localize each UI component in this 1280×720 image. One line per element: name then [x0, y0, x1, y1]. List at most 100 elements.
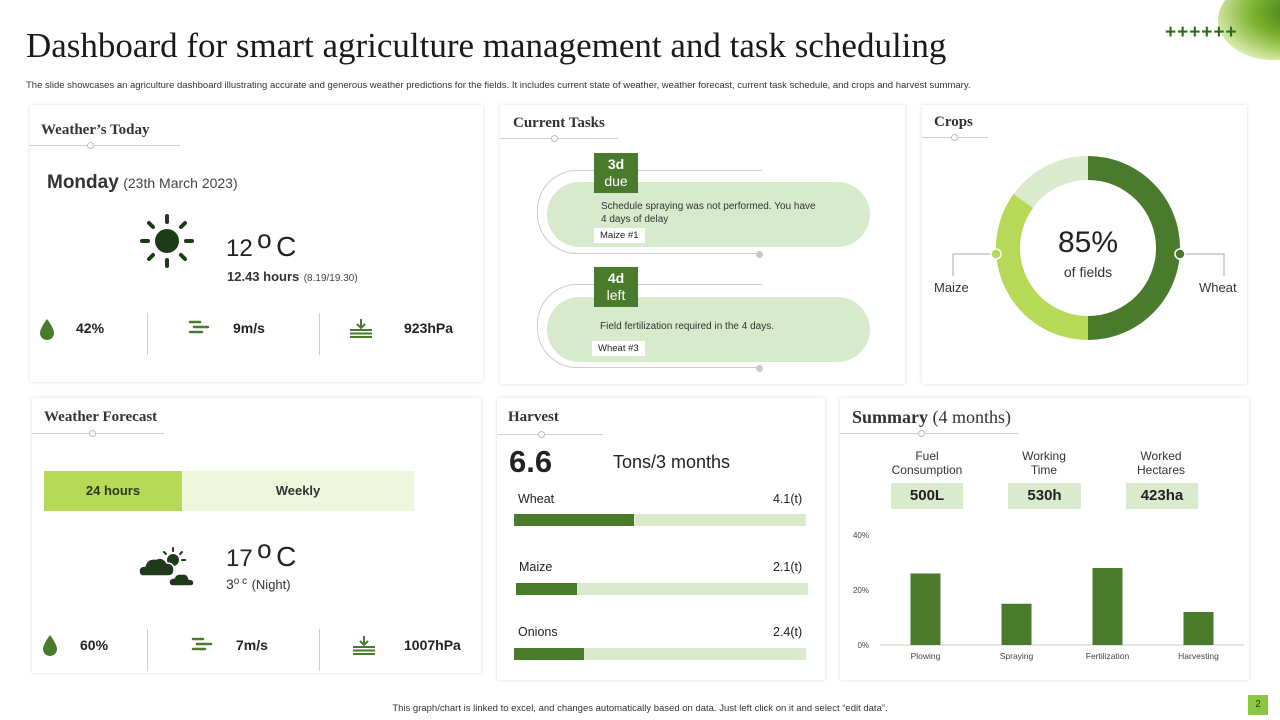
summary-fuel-label: Fuel Consumption	[877, 449, 977, 477]
partly-cloudy-icon	[138, 547, 195, 587]
harvest-card	[497, 398, 825, 680]
today-humidity: 42%	[76, 320, 105, 336]
tab-24-hours[interactable]: 24 hours	[44, 471, 182, 511]
weather-forecast-underline	[32, 433, 164, 434]
forecast-temp-value: 17	[226, 545, 253, 572]
forecast-pressure-icon	[353, 636, 375, 655]
forecast-temp-degree: o	[257, 534, 272, 564]
weather-today-underline	[30, 145, 180, 146]
task-2-badge: 4d left	[594, 267, 638, 307]
forecast-night-degree: o c	[233, 576, 248, 587]
maize-leader-line	[952, 253, 996, 276]
forecast-night: 3o c (Night)	[226, 576, 291, 594]
summary-hectares-label-1: Worked	[1140, 449, 1182, 463]
summary-hectares-label: Worked Hectares	[1111, 449, 1211, 477]
summary-xtick-label: Harvesting	[1178, 651, 1219, 661]
crops-maize-label: Maize	[934, 280, 969, 295]
donut-slice-other	[1013, 156, 1088, 209]
harvest-maize-bar	[516, 583, 578, 595]
summary-bar-harvesting	[1183, 612, 1214, 645]
summary-bar-spraying	[1001, 603, 1032, 645]
weather-forecast-underline-dot	[89, 430, 96, 437]
harvest-underline	[497, 434, 603, 435]
footer-note: This graph/chart is linked to excel, and…	[392, 703, 888, 714]
weather-today-card	[30, 105, 483, 382]
crops-underline-dot	[951, 134, 958, 141]
donut-slice-maize	[996, 193, 1088, 340]
humidity-drop-icon	[40, 319, 54, 340]
crops-title: Crops	[934, 114, 973, 130]
current-tasks-title: Current Tasks	[513, 115, 605, 131]
summary-bar-fertilization	[1092, 568, 1123, 645]
summary-underline-dot	[918, 430, 925, 437]
summary-fuel-label-1: Fuel	[915, 449, 939, 463]
tab-weekly[interactable]: Weekly	[182, 471, 414, 511]
summary-title: Summary (4 months)	[852, 407, 1011, 428]
maize-leader-dot	[990, 248, 1002, 260]
crops-center-value: 85%	[1057, 226, 1119, 259]
forecast-humidity-drop-icon	[43, 635, 57, 656]
weather-forecast-card	[32, 398, 481, 673]
forecast-divider-1	[147, 629, 148, 671]
today-hours: 12.43 hours	[227, 269, 300, 284]
harvest-maize-label: Maize	[519, 560, 553, 574]
task-1-connector	[537, 170, 762, 254]
wheat-leader-dot	[1174, 248, 1186, 260]
summary-ytick-label: 20%	[853, 586, 869, 595]
task-2-text: Field fertilization required in the 4 da…	[600, 321, 774, 332]
forecast-temperature: 17 o C	[226, 534, 296, 573]
summary-time-label-2: Time	[1030, 463, 1058, 477]
summary-ytick-label: 0%	[857, 641, 869, 650]
harvest-onions-value: 2.4(t)	[773, 625, 803, 639]
crops-donut-chart	[952, 156, 1225, 340]
crops-wheat-label: Wheat	[1199, 280, 1237, 295]
wind-icon	[188, 320, 210, 334]
today-wind: 9m/s	[233, 320, 265, 336]
donut-slice-wheat	[1088, 156, 1180, 340]
summary-time-label-1: Working	[1022, 449, 1066, 463]
summary-xtick-label: Spraying	[1000, 651, 1034, 661]
summary-title-bold: Summary	[852, 407, 928, 427]
forecast-humidity: 60%	[80, 637, 109, 653]
summary-time-value: 530h	[1008, 483, 1081, 509]
harvest-wheat-bar	[514, 514, 634, 526]
pressure-icon	[350, 319, 372, 338]
current-tasks-underline-dot	[551, 135, 558, 142]
summary-fuel-value: 500L	[891, 483, 963, 509]
today-day: Monday	[47, 172, 119, 193]
page-number: 2	[1248, 695, 1268, 715]
today-divider-2	[319, 313, 320, 355]
summary-title-rest: (4 months)	[928, 407, 1012, 427]
task-2-tag: Wheat #3	[592, 341, 645, 356]
sun-icon	[140, 214, 194, 268]
harvest-underline-dot	[538, 431, 545, 438]
summary-time-label: Working Time	[994, 449, 1094, 477]
wheat-leader-line	[1180, 253, 1225, 276]
harvest-unit: Tons/3 months	[613, 452, 731, 472]
task-1-tag: Maize #1	[594, 228, 645, 243]
harvest-wheat-label: Wheat	[518, 492, 555, 506]
forecast-night-value: 3	[226, 576, 234, 592]
summary-ytick-label: 40%	[853, 531, 869, 540]
summary-underline	[840, 433, 1018, 434]
today-date: (23th March 2023)	[123, 175, 238, 191]
plus-decoration: ++++++	[1165, 22, 1238, 43]
harvest-maize-value: 2.1(t)	[773, 560, 803, 574]
today-temp-degree: o	[257, 224, 272, 254]
forecast-wind: 7m/s	[236, 637, 268, 653]
forecast-wind-icon	[191, 637, 213, 651]
forecast-divider-2	[319, 629, 320, 671]
forecast-pressure: 1007hPa	[404, 637, 461, 653]
page-title: Dashboard for smart agriculture manageme…	[26, 26, 947, 65]
summary-bar-plowing	[910, 573, 941, 645]
today-temp-unit: C	[276, 231, 297, 262]
task-2-badge-num: 4d	[607, 270, 625, 286]
current-tasks-underline	[500, 138, 618, 139]
today-divider-1	[147, 313, 148, 355]
summary-bar-chart: 40% 20% 0% Plowing Spraying Fertilization Harv…	[853, 531, 1244, 661]
task-2-badge-word: left	[606, 287, 626, 303]
summary-hectares-value: 423ha	[1126, 483, 1198, 509]
summary-fuel-label-2: Consumption	[891, 463, 963, 477]
harvest-title: Harvest	[508, 409, 559, 425]
today-temp-value: 12	[226, 235, 253, 262]
